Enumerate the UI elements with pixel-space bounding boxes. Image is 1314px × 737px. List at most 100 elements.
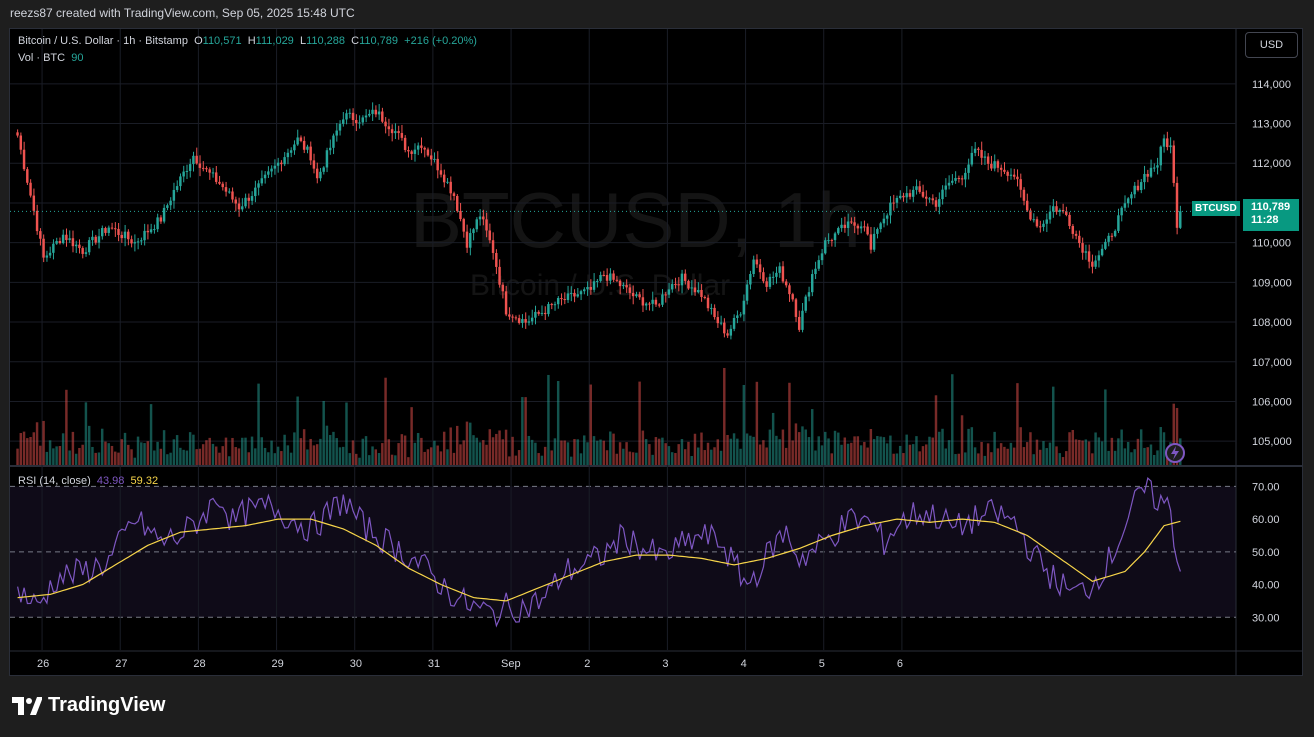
volume-bar xyxy=(1009,442,1013,465)
candle-body xyxy=(677,284,680,286)
candle-body xyxy=(218,181,221,184)
volume-bar xyxy=(91,446,94,465)
volume-bar xyxy=(1133,449,1136,465)
open-label: O xyxy=(194,35,203,47)
candle-body xyxy=(1094,260,1097,267)
last-price: 110,789 xyxy=(1251,201,1291,213)
candle-body xyxy=(837,228,840,234)
symbol-name: Bitcoin / U.S. Dollar · 1h · Bitstamp xyxy=(18,35,188,47)
candle-body xyxy=(596,280,599,282)
candle-body xyxy=(970,152,974,165)
volume-bar xyxy=(1019,427,1022,465)
currency-button[interactable]: USD xyxy=(1245,32,1298,58)
volume-bar xyxy=(394,455,397,465)
brand-name: TradingView xyxy=(48,694,166,716)
candle-body xyxy=(895,197,899,203)
volume-bar xyxy=(853,436,856,465)
volume-bar xyxy=(540,455,544,465)
volume-bar xyxy=(1107,450,1110,465)
candle-body xyxy=(478,216,482,220)
volume-bar xyxy=(784,447,788,465)
candle-body xyxy=(351,112,355,121)
candle-body xyxy=(664,294,667,296)
candle-body xyxy=(254,187,257,197)
change-value: +216 (+0.20%) xyxy=(404,35,477,47)
candle-body xyxy=(433,158,436,160)
candle-body xyxy=(644,303,648,306)
candle-body xyxy=(462,219,465,232)
candle-body xyxy=(726,333,729,336)
volume-bar xyxy=(74,453,78,465)
candle-body xyxy=(94,236,97,243)
volume-bar xyxy=(674,453,677,465)
candle-body xyxy=(247,197,251,201)
candle-body xyxy=(188,164,192,171)
candle-body xyxy=(690,287,693,289)
volume-bar xyxy=(97,452,101,465)
volume-bar xyxy=(726,434,729,465)
volume-bar xyxy=(1104,389,1107,465)
candle-body xyxy=(413,149,417,154)
time-tick-label: 31 xyxy=(428,658,440,670)
volume-bar xyxy=(846,443,850,465)
rsi-legend: RSI (14, close) 43.98 59.32 xyxy=(18,475,158,487)
candle-body xyxy=(820,253,824,261)
candle-body xyxy=(140,240,143,242)
candle-body xyxy=(921,191,925,197)
volume-bar xyxy=(1110,437,1114,465)
candle-body xyxy=(902,195,905,198)
volume-bar xyxy=(967,428,970,465)
candle-body xyxy=(1156,165,1159,168)
volume-bar xyxy=(475,437,478,465)
volume-bar xyxy=(228,456,231,465)
volume-bar xyxy=(1113,450,1117,465)
volume-bar xyxy=(915,436,918,465)
volume-bar xyxy=(169,452,172,465)
candle-body xyxy=(175,186,179,190)
volume-bar xyxy=(1152,454,1156,465)
candle-body xyxy=(1055,206,1058,212)
candle-body xyxy=(898,195,902,198)
time-tick-label: Sep xyxy=(501,658,521,670)
volume-bar xyxy=(560,440,563,465)
volume-bar xyxy=(322,400,325,465)
volume-bar xyxy=(889,435,892,465)
volume-bar xyxy=(644,439,648,465)
time-tick-label: 27 xyxy=(115,658,127,670)
candle-body xyxy=(609,273,612,281)
candle-body xyxy=(1110,235,1114,237)
candle-body xyxy=(1097,255,1101,261)
candle-body xyxy=(1052,206,1055,212)
volume-bar xyxy=(543,446,547,465)
chart-frame[interactable] xyxy=(9,28,1303,676)
volume-bar xyxy=(856,436,860,465)
candle-body xyxy=(1074,233,1078,236)
candle-body xyxy=(1143,173,1146,183)
candle-body xyxy=(345,113,348,120)
candle-body xyxy=(107,227,110,233)
time-tick-label: 4 xyxy=(741,658,747,670)
candle-body xyxy=(1087,251,1091,262)
candle-body xyxy=(1019,179,1022,190)
volume-bar xyxy=(465,421,469,465)
candle-body xyxy=(1149,167,1153,177)
volume-bar xyxy=(775,435,778,465)
volume-bar xyxy=(768,429,772,465)
candle-body xyxy=(866,226,869,235)
volume-bar xyxy=(117,452,120,465)
volume-bar xyxy=(280,451,283,465)
volume-bar xyxy=(537,453,540,465)
volume-bar xyxy=(938,431,941,465)
volume-bar xyxy=(224,437,228,465)
candle-body xyxy=(781,266,785,282)
volume-bar xyxy=(358,457,361,465)
candle-body xyxy=(1179,211,1182,228)
lightning-icon[interactable] xyxy=(1164,442,1186,464)
volume-bar xyxy=(905,434,908,465)
volume-bar xyxy=(628,451,632,465)
candle-body xyxy=(911,189,915,197)
candle-body xyxy=(328,147,332,151)
candle-body xyxy=(117,228,120,235)
candle-body xyxy=(273,165,277,169)
